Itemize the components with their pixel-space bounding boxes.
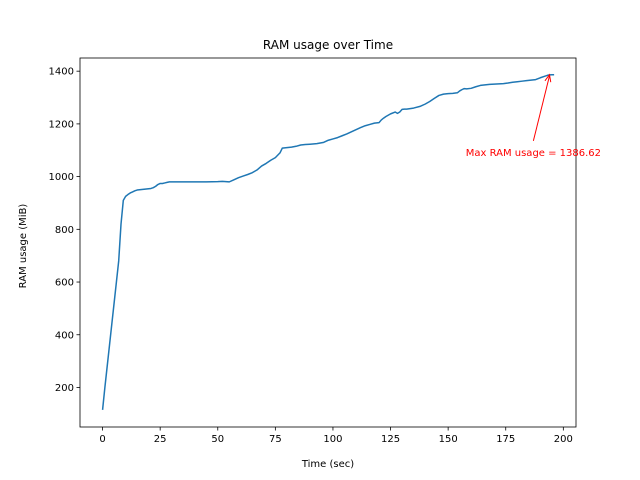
- x-tick-label: 125: [381, 434, 400, 445]
- y-tick-label: 200: [55, 383, 74, 394]
- x-tick-label: 150: [439, 434, 458, 445]
- x-tick-label: 100: [323, 434, 342, 445]
- y-axis-label: RAM usage (MiB): [18, 204, 29, 289]
- x-axis-label: Time (sec): [301, 459, 354, 470]
- x-tick-label: 200: [554, 434, 573, 445]
- x-tick-label: 175: [496, 434, 515, 445]
- annotation-arrowhead: [544, 73, 552, 83]
- y-tick-label: 800: [55, 225, 74, 236]
- annotation-label: Max RAM usage = 1386.62: [466, 148, 601, 159]
- y-tick-label: 1000: [49, 172, 74, 183]
- plot-area: 0 25 50 75 100 125 150 175 200 200 400 600 800 1000 12…: [49, 57, 601, 445]
- axes-frame: [79, 57, 577, 428]
- x-tick-label: 75: [269, 434, 282, 445]
- chart-title: RAM usage over Time: [263, 38, 393, 52]
- y-tick-label: 600: [55, 278, 74, 289]
- x-tick-label: 25: [154, 434, 167, 445]
- annotation-arrow: [532, 75, 550, 142]
- y-tick-label: 1200: [49, 119, 74, 130]
- y-tick-label: 400: [55, 330, 74, 341]
- series-line-0: [101, 73, 555, 410]
- x-tick-label: 0: [99, 434, 105, 445]
- x-tick-label: 50: [211, 434, 224, 445]
- y-tick-label: 1400: [49, 67, 74, 78]
